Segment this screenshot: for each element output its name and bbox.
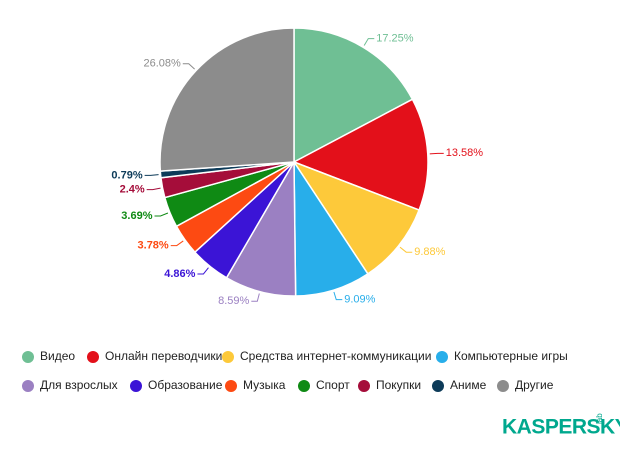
leader-line <box>251 293 260 302</box>
legend-label: Другие <box>515 378 554 392</box>
data-label: 17.25% <box>376 33 414 45</box>
data-label: 9.88% <box>414 246 445 258</box>
legend-label: Образование <box>148 378 223 392</box>
leader-line <box>146 187 161 191</box>
data-label: 26.08% <box>143 58 181 70</box>
legend-swatch <box>130 380 142 392</box>
legend-label: Онлайн переводчики <box>105 349 222 363</box>
legend-label: Аниме <box>450 378 487 392</box>
legend-swatch <box>22 351 34 363</box>
data-label: 9.09% <box>344 294 375 306</box>
leader-line <box>170 240 184 247</box>
legend-label: Средства интернет-коммуникации <box>240 349 431 363</box>
leader-line <box>154 212 169 217</box>
leader-line <box>399 246 413 253</box>
logo-sub: lab <box>595 413 604 424</box>
data-label: 13.58% <box>446 147 484 159</box>
legend-swatch <box>358 380 370 392</box>
leader-line <box>182 63 195 70</box>
leader-line <box>363 38 375 46</box>
legend-swatch <box>87 351 99 363</box>
leader-line <box>144 174 159 176</box>
data-label: 3.78% <box>138 239 169 251</box>
pie-slice <box>292 160 421 275</box>
legend-label: Покупки <box>376 378 421 392</box>
legend-label: Музыка <box>243 378 286 392</box>
legend-swatch <box>432 380 444 392</box>
legend-swatch <box>225 380 237 392</box>
logo: KASPERSKY <box>502 416 620 439</box>
leader-line <box>333 291 343 301</box>
legend-label: Спорт <box>316 378 350 392</box>
leader-line <box>197 267 209 275</box>
pie-slice <box>159 27 295 172</box>
legend-swatch <box>298 380 310 392</box>
legend-label: Для взрослых <box>40 378 118 392</box>
legend-swatch <box>436 351 448 363</box>
pie-slice <box>293 27 414 164</box>
data-label: 8.59% <box>218 295 249 307</box>
data-label: 0.79% <box>111 169 142 181</box>
legend-label: Компьютерные игры <box>454 349 568 363</box>
data-label: 4.86% <box>164 268 195 280</box>
legend-label: Видео <box>40 349 75 363</box>
data-label: 3.69% <box>121 210 152 222</box>
legend-swatch <box>497 380 509 392</box>
pie-slice <box>292 98 429 211</box>
data-label: 2.4% <box>120 184 145 196</box>
legend-swatch <box>22 380 34 392</box>
legend-swatch <box>222 351 234 363</box>
